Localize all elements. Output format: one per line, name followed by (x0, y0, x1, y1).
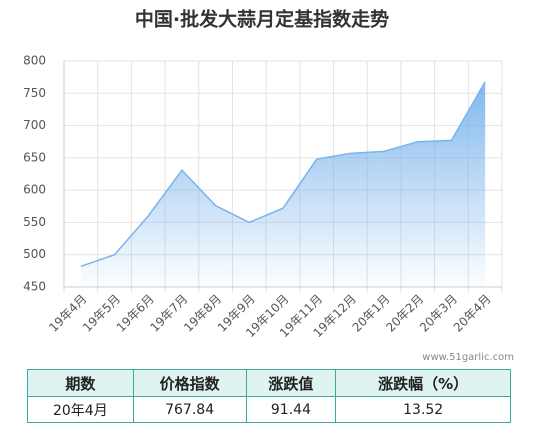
y-tick-label: 650 (23, 150, 46, 164)
y-tick-label: 550 (23, 215, 46, 229)
y-tick-label: 600 (23, 183, 46, 197)
header-cell: 涨跌值 (245, 368, 337, 398)
y-tick-label: 500 (23, 247, 46, 261)
header-cell: 价格指数 (132, 368, 247, 398)
header-cell: 涨跌幅（%） (335, 368, 511, 398)
cell: 767.84 (132, 396, 247, 423)
area (80, 81, 486, 287)
cell: 20年4月 (27, 396, 134, 423)
y-tick-label: 450 (23, 280, 46, 294)
x-tick-label: 20年4月 (451, 292, 494, 335)
data-table: 期数 价格指数 涨跌值 涨跌幅（%） 20年4月 767.84 91.44 13… (27, 368, 511, 423)
chart-title: 中国·批发大蒜月定基指数走势 (135, 8, 389, 31)
y-tick-label: 700 (23, 118, 46, 132)
line (80, 81, 486, 268)
y-tick-label: 800 (23, 54, 46, 68)
header-cell: 期数 (27, 368, 134, 398)
table-header: 期数 价格指数 涨跌值 涨跌幅（%） (27, 368, 511, 398)
y-tick-label: 750 (23, 86, 46, 100)
watermark: www.51garlic.com (422, 352, 514, 363)
cell: 13.52 (335, 396, 511, 423)
table-row: 20年4月 767.84 91.44 13.52 (27, 396, 511, 423)
chart: 中国·批发大蒜月定基指数走势 www.51garlic.com 450 500 55… (23, 8, 514, 364)
cell: 91.44 (245, 396, 337, 423)
